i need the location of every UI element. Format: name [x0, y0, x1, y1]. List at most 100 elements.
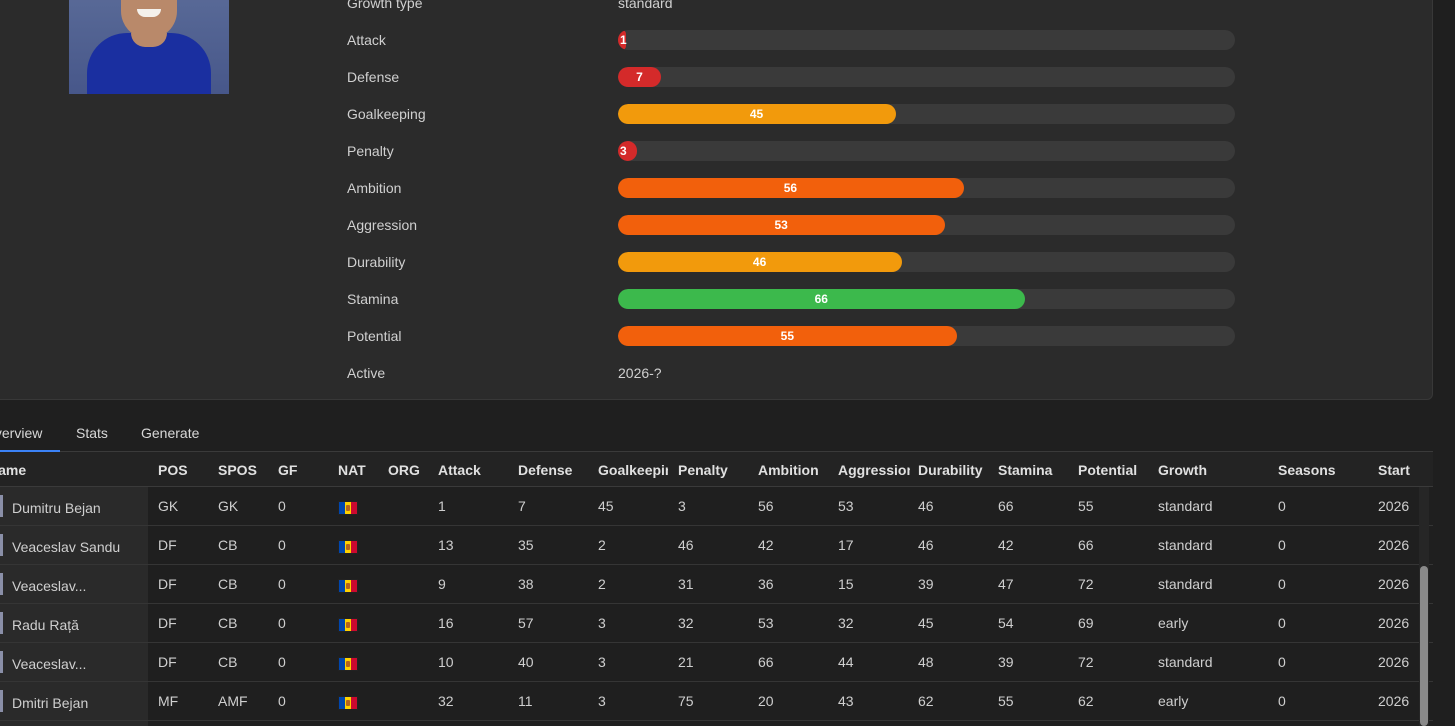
attribute-bar-track: 1	[618, 30, 1235, 50]
attribute-label: Defense	[347, 69, 400, 85]
cell-pos: GK	[158, 498, 179, 514]
cell-defense: 38	[518, 576, 534, 592]
cell-durability: 46	[918, 498, 934, 514]
cell-spos: CB	[218, 654, 238, 670]
column-header-start[interactable]: Start	[1378, 462, 1410, 478]
tab-stats[interactable]: Stats	[76, 418, 108, 452]
cell-durability: 39	[918, 576, 934, 592]
cell-ambition: 66	[758, 654, 774, 670]
cell-pos: DF	[158, 654, 177, 670]
attribute-bar-value: 56	[783, 181, 798, 195]
cell-aggression: 53	[838, 498, 854, 514]
table-scrollbar-thumb[interactable]	[1420, 566, 1428, 726]
cell-spos: CB	[218, 576, 238, 592]
moldova-flag-icon	[338, 501, 358, 515]
cell-seasons: 0	[1278, 615, 1286, 631]
cell-aggression: 15	[838, 576, 854, 592]
attribute-bar-value: 1	[620, 33, 627, 47]
attribute-row: Ambition 56	[347, 178, 1247, 200]
cell-potential: 55	[1078, 498, 1094, 514]
attribute-row: Potential 55	[347, 326, 1247, 348]
row-color-marker	[0, 690, 3, 712]
table-row[interactable]: Dmitri Bejan MF AMF 0 32 11 3 75 20 43 62 55 62 early…	[0, 682, 1433, 721]
column-header-nat[interactable]: NAT	[338, 462, 366, 478]
cell-defense: 11	[518, 693, 533, 709]
cell-pos: MF	[158, 693, 179, 709]
cell-gf: 0	[278, 654, 286, 670]
table-row[interactable]: Dumitru Bejan GK GK 0 1 7 45 3 56 53 46 66 55 standar…	[0, 487, 1433, 526]
cell-potential: 66	[1078, 537, 1094, 553]
cell-pos: DF	[158, 537, 177, 553]
column-header-org[interactable]: ORG	[388, 462, 420, 478]
attribute-row: Active 2026-?	[347, 363, 1247, 385]
cell-stamina: 54	[998, 615, 1014, 631]
attribute-row: Attack 1	[347, 30, 1247, 52]
column-header-pos[interactable]: POS	[158, 462, 188, 478]
cell-penalty: 46	[678, 537, 694, 553]
table-row[interactable]: Radu Rață DF CB 0 16 57 3 32 53 32 45 54 69 early 0 202…	[0, 604, 1433, 643]
cell-growth: early	[1158, 693, 1189, 709]
cell-attack: 13	[438, 537, 454, 553]
attribute-bar-fill	[618, 326, 958, 346]
attribute-label: Durability	[347, 254, 406, 270]
cell-growth: standard	[1158, 537, 1213, 553]
column-header-ambition[interactable]: Ambition	[758, 462, 819, 478]
attribute-bar-fill	[618, 178, 964, 198]
cell-stamina: 66	[998, 498, 1014, 514]
attribute-label: Stamina	[347, 291, 399, 307]
row-color-marker	[0, 573, 3, 595]
cell-potential: 72	[1078, 654, 1094, 670]
table-row[interactable]: Veaceslav... DF CB 0 9 38 2 31 36 15 39 47 72 standar…	[0, 565, 1433, 604]
attribute-bar-track: 55	[618, 326, 1235, 346]
row-color-marker	[0, 495, 3, 517]
column-header-durability[interactable]: Durability	[918, 462, 983, 478]
column-header-growth[interactable]: Growth	[1158, 462, 1207, 478]
cell-penalty: 31	[678, 576, 694, 592]
cell-growth: standard	[1158, 654, 1213, 670]
table-row[interactable]: Veaceslav Sandu DF CB 0 13 35 2 46 42 17 46 42 66 sta…	[0, 526, 1433, 565]
cell-durability: 48	[918, 654, 934, 670]
attribute-bar-value: 53	[774, 218, 788, 232]
column-header-penalty[interactable]: Penalty	[678, 462, 728, 478]
tab-overview[interactable]: Overview	[0, 418, 60, 452]
column-header-aggression[interactable]: Aggression	[838, 462, 910, 478]
moldova-flag-icon	[338, 657, 358, 671]
tab-generate[interactable]: Generate	[141, 418, 199, 452]
column-header-gf[interactable]: GF	[278, 462, 298, 478]
cell-potential: 62	[1078, 693, 1094, 709]
cell-seasons: 0	[1278, 654, 1286, 670]
cell-defense: 35	[518, 537, 534, 553]
cell-gf: 0	[278, 615, 286, 631]
cell-potential: 72	[1078, 576, 1094, 592]
column-header-seasons[interactable]: Seasons	[1278, 462, 1336, 478]
cell-stamina: 47	[998, 576, 1014, 592]
table-row[interactable]: Veaceslav... DF CB 0 10 40 3 21 66 44 48 39 72 standa…	[0, 643, 1433, 682]
cell-pos: DF	[158, 576, 177, 592]
column-header-potential[interactable]: Potential	[1078, 462, 1138, 478]
cell-start: 2026	[1378, 498, 1410, 514]
moldova-flag-icon	[338, 579, 358, 593]
cell-attack: 9	[438, 576, 446, 592]
row-color-marker	[0, 651, 3, 673]
column-header-spos[interactable]: SPOS	[218, 462, 257, 478]
attribute-bar-fill	[618, 252, 902, 272]
cell-goalkeeping: 3	[598, 615, 606, 631]
column-header-stamina[interactable]: Stamina	[998, 462, 1053, 478]
attribute-bar-fill	[618, 289, 1026, 309]
attribute-bar-value: 46	[752, 255, 767, 269]
cell-growth: standard	[1158, 576, 1213, 592]
cell-name: Veaceslav...	[12, 656, 87, 672]
cell-aggression: 17	[838, 537, 854, 553]
attribute-bar-track: 56	[618, 178, 1235, 198]
attribute-bar-value: 55	[780, 329, 795, 343]
attribute-bar-value: 45	[749, 107, 764, 121]
column-header-name[interactable]: Name	[0, 462, 27, 478]
column-header-defense[interactable]: Defense	[518, 462, 573, 478]
cell-potential: 69	[1078, 615, 1094, 631]
cell-goalkeeping: 45	[598, 498, 614, 514]
column-header-attack[interactable]: Attack	[438, 462, 481, 478]
column-header-goalkeeping[interactable]: Goalkeeping	[598, 462, 668, 478]
cell-durability: 46	[918, 537, 934, 553]
moldova-flag-icon	[338, 696, 358, 710]
